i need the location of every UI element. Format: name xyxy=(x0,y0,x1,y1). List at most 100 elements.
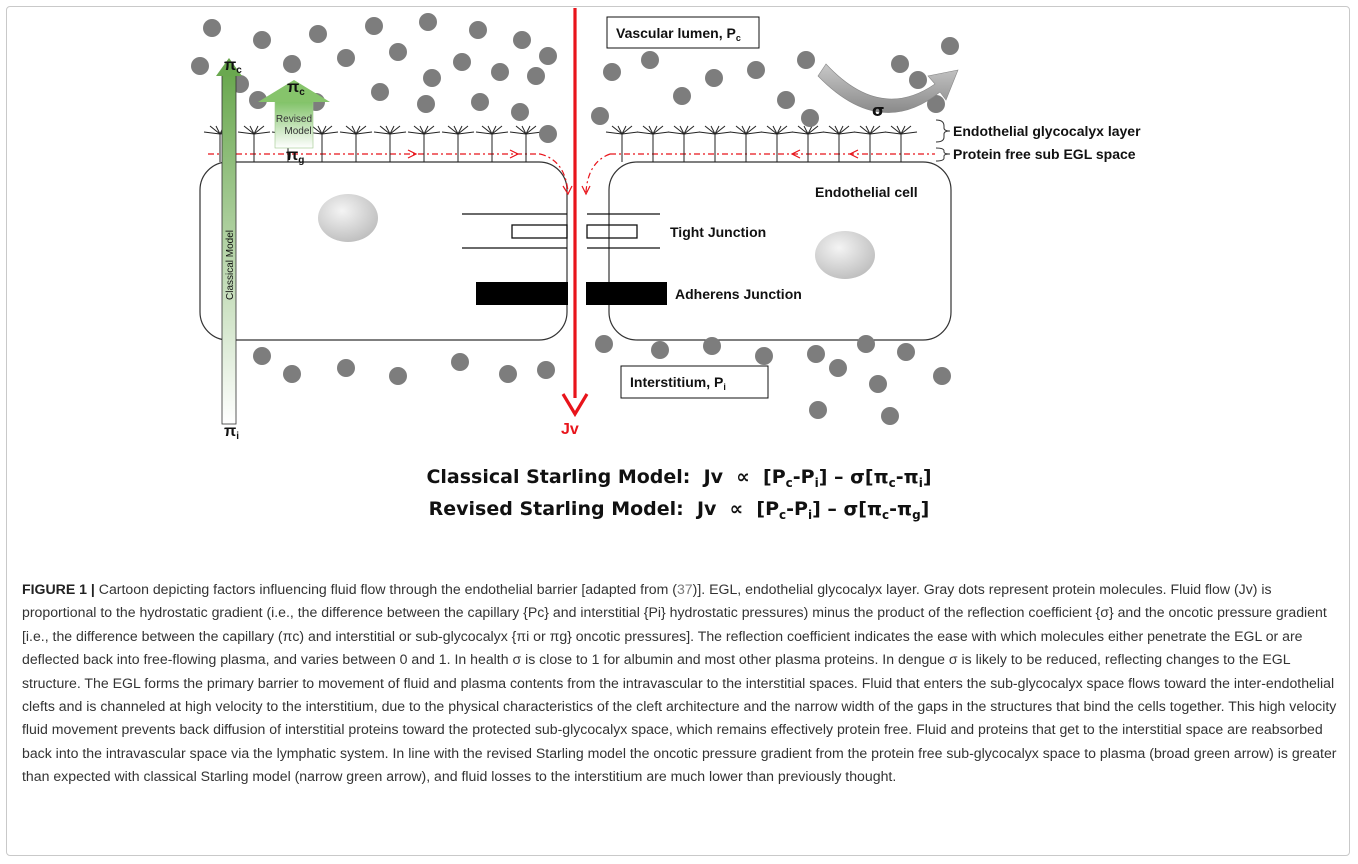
revised-equation: Revised Starling Model: Jv ∝ [Pc-Pi] – σ… xyxy=(428,498,930,522)
protein-dot xyxy=(191,57,209,75)
protein-dot xyxy=(389,367,407,385)
caption-text-1: Cartoon depicting factors influencing fl… xyxy=(94,581,677,597)
classical-model-arrow: Classical Model xyxy=(216,58,242,425)
adherens-block-right xyxy=(586,282,667,305)
classical-model-label: Classical Model xyxy=(225,230,236,300)
protein-dot xyxy=(705,69,723,87)
protein-dot xyxy=(909,71,927,89)
protein-dot xyxy=(527,67,545,85)
sub-egl-brace xyxy=(935,147,951,162)
glycocalyx-tuft xyxy=(729,125,763,162)
glycocalyx-tuft xyxy=(760,125,794,162)
sigma-reflection-arrow: σ xyxy=(817,63,959,120)
protein-dot xyxy=(253,347,271,365)
protein-dot xyxy=(539,47,557,65)
protein-dot xyxy=(309,25,327,43)
protein-dot xyxy=(537,361,555,379)
glycocalyx-tufts xyxy=(203,125,918,162)
protein-dot xyxy=(337,49,355,67)
protein-dot xyxy=(471,93,489,111)
caption-label: FIGURE 1 | xyxy=(22,581,95,597)
protein-dot xyxy=(511,103,529,121)
caption-ref[interactable]: 37 xyxy=(676,581,693,597)
pi-g-revised: πg xyxy=(286,147,304,166)
adherens-junction-label: Adherens Junction xyxy=(675,286,802,302)
figure-caption-text: FIGURE 1 | Cartoon depicting factors inf… xyxy=(22,578,1338,789)
vascular-lumen-label: Vascular lumen, Pc xyxy=(616,25,741,43)
protein-dot xyxy=(365,17,383,35)
protein-dot xyxy=(595,335,613,353)
jv-arrow-head xyxy=(561,393,589,418)
revised-model-arrow: Revised Model xyxy=(258,80,330,149)
endothelial-cell-label: Endothelial cell xyxy=(815,184,918,200)
revised-model-label-2: Model xyxy=(284,126,311,137)
glycocalyx-tuft xyxy=(636,125,670,162)
glycocalyx-tuft xyxy=(441,125,475,162)
protein-dot xyxy=(755,347,773,365)
egl-brace xyxy=(935,119,951,143)
nucleus-right xyxy=(815,231,875,279)
protein-dot xyxy=(203,19,221,37)
sigma-label: σ xyxy=(872,101,884,120)
interstitium-label: Interstitium, Pi xyxy=(630,374,726,392)
protein-dot xyxy=(891,55,909,73)
protein-dot xyxy=(453,53,471,71)
protein-dot xyxy=(933,367,951,385)
protein-dot xyxy=(651,341,669,359)
protein-dot xyxy=(283,55,301,73)
glycocalyx-tuft xyxy=(884,125,918,162)
glycocalyx-tuft xyxy=(698,125,732,162)
protein-dot xyxy=(941,37,959,55)
sub-egl-flow xyxy=(208,153,935,193)
protein-dot xyxy=(927,95,945,113)
protein-dot xyxy=(423,69,441,87)
protein-dot xyxy=(801,109,819,127)
protein-dot xyxy=(469,21,487,39)
protein-dot xyxy=(499,365,517,383)
protein-dot xyxy=(253,31,271,49)
protein-dot xyxy=(881,407,899,425)
glycocalyx-tuft xyxy=(853,125,887,162)
protein-dot xyxy=(513,31,531,49)
protein-dot xyxy=(809,401,827,419)
protein-dot xyxy=(857,335,875,353)
glycocalyx-tuft xyxy=(237,125,271,162)
egl-label: Endothelial glycocalyx layer xyxy=(953,123,1141,139)
glycocalyx-tuft xyxy=(475,125,509,162)
vascular-lumen-box xyxy=(606,16,760,49)
protein-dot xyxy=(641,51,659,69)
glycocalyx-tuft xyxy=(605,125,639,162)
protein-dot xyxy=(869,375,887,393)
adherens-block-left xyxy=(476,282,568,305)
pi-c-revised: πc xyxy=(287,79,305,98)
tight-junction-label: Tight Junction xyxy=(670,224,766,240)
classical-equation: Classical Starling Model: Jv ∝ [Pc-Pi] –… xyxy=(426,466,932,490)
endothelial-cell-right xyxy=(608,161,952,341)
protein-dot xyxy=(337,359,355,377)
protein-dot xyxy=(603,63,621,81)
glycocalyx-tuft xyxy=(509,125,543,162)
glycocalyx-tuft xyxy=(407,125,441,162)
protein-dot xyxy=(703,337,721,355)
glycocalyx-tuft xyxy=(339,125,373,162)
protein-dot xyxy=(747,61,765,79)
glycocalyx-tuft xyxy=(373,125,407,162)
sub-egl-flow-heads xyxy=(407,149,859,196)
glycocalyx-tuft xyxy=(791,125,825,162)
protein-dot xyxy=(451,353,469,371)
revised-model-label-1: Revised xyxy=(276,114,312,125)
protein-dot xyxy=(807,345,825,363)
nucleus-left xyxy=(318,194,378,242)
jv-label: Jv xyxy=(561,421,579,438)
tight-junction-lines xyxy=(462,213,660,249)
pi-i-classical: πi xyxy=(224,423,239,440)
protein-dot xyxy=(797,51,815,69)
endothelial-cell-left xyxy=(199,161,568,341)
protein-dot xyxy=(371,83,389,101)
protein-molecules xyxy=(191,13,959,425)
protein-dot xyxy=(829,359,847,377)
interstitium-box xyxy=(620,365,769,399)
protein-dot xyxy=(419,13,437,31)
glycocalyx-tuft xyxy=(667,125,701,162)
caption-text-2: )]. EGL, endothelial glycocalyx layer. G… xyxy=(22,581,1337,785)
